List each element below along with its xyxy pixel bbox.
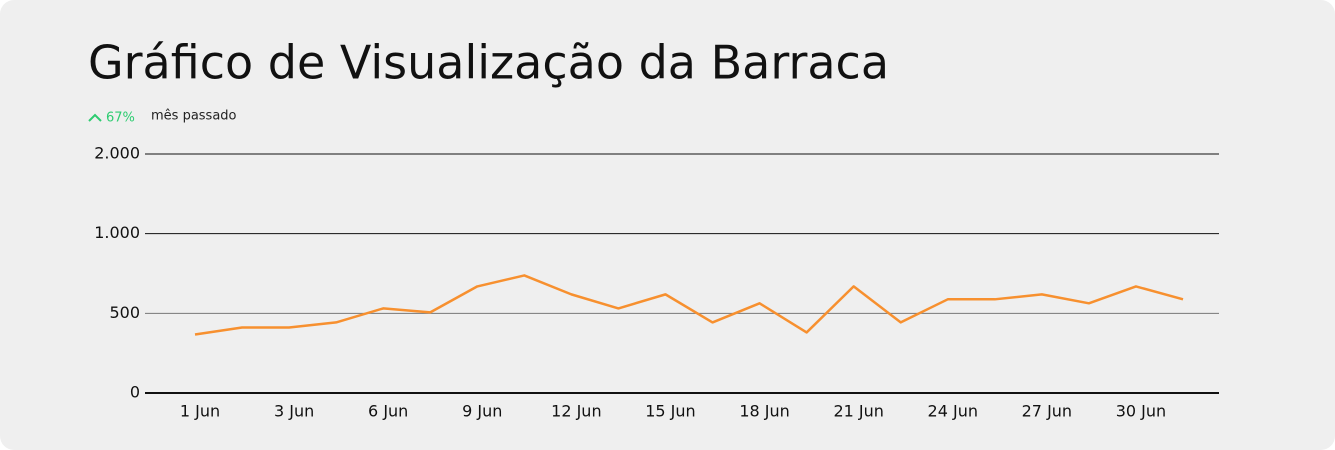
x-tick-label: 21 Jun (833, 402, 883, 421)
x-tick-label: 9 Jun (462, 402, 502, 421)
line-series (194, 274, 1184, 336)
y-tick-label: 0 (130, 383, 140, 402)
x-tick-label: 12 Jun (551, 402, 601, 421)
x-tick-label: 15 Jun (645, 402, 695, 421)
chart-title: Gráfico de Visualização da Barraca (88, 36, 889, 90)
y-tick-label: 500 (109, 303, 140, 322)
x-tick-label: 6 Jun (368, 402, 408, 421)
change-label: mês passado (151, 109, 237, 124)
y-tick-label: 2.000 (94, 144, 140, 163)
x-tick-label: 27 Jun (1022, 402, 1072, 421)
x-tick-label: 30 Jun (1116, 402, 1166, 421)
change: 67% (106, 111, 135, 126)
x-tick-label: 18 Jun (739, 402, 789, 421)
up-arrow (88, 113, 102, 122)
x-tick-label: 1 Jun (180, 402, 220, 421)
y-tick-label: 1.000 (94, 223, 140, 242)
x-tick-label: 3 Jun (274, 402, 314, 421)
x-tick-label: 24 Jun (928, 402, 978, 421)
